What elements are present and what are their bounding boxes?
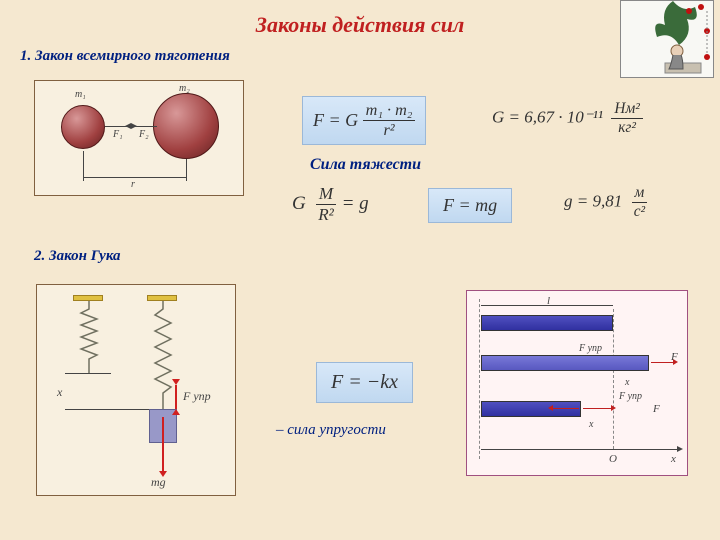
arrow-f-compress-out: [583, 408, 611, 409]
label-f-1: F: [671, 351, 678, 363]
distance-r-line: [83, 177, 187, 178]
ref-dashed: [613, 309, 614, 449]
distance-tick-left: [83, 151, 84, 181]
g-val-lhs: g = 9,81: [564, 191, 622, 210]
x-ref-bottom: [65, 409, 149, 410]
label-x-stretch: x: [625, 377, 629, 388]
sub-heading-gravity: Сила тяжести: [310, 156, 421, 174]
spring-1: [79, 301, 99, 373]
label-m2: m₂: [179, 83, 190, 94]
force-f2-arrow: [131, 126, 157, 127]
page-title: Законы действия сил: [0, 0, 720, 38]
sphere-m1: [61, 105, 105, 149]
g-const-num: Нм²: [611, 100, 642, 119]
formula-g-definition: G M R² = g: [292, 184, 369, 225]
formula-g-constant: G = 6,67 · 10⁻¹¹ Нм² кг²: [492, 100, 643, 137]
label-x-compress: x: [589, 419, 593, 430]
formula-grav-lhs: F = G: [313, 110, 358, 131]
arrow-mg: [162, 417, 164, 471]
label-origin: O: [609, 453, 617, 465]
gravitation-diagram: m₁ m₂ F₁ F₂ r: [34, 80, 244, 196]
label-m1: m₁: [75, 89, 86, 100]
section-2-heading: 2. Закон Гука: [34, 248, 121, 265]
section-1-heading: 1. Закон всемирного тяготения: [20, 48, 230, 65]
formula-f-mg: F = mg: [428, 188, 512, 223]
formula-hooke: F = −kx: [316, 362, 413, 403]
g-const-den: кг²: [615, 119, 639, 137]
formula-grav-num: m₁ · m₂: [363, 101, 416, 121]
x-ref-top: [65, 373, 111, 374]
formula-g-value: g = 9,81 м с²: [564, 184, 648, 221]
g-def-rhs: = g: [342, 193, 369, 214]
caption-elasticity: – сила упругости: [276, 422, 386, 439]
g-const-lhs: G = 6,67 · 10⁻¹¹: [492, 107, 603, 126]
wall-line: [479, 299, 480, 459]
l-extent-line: [481, 305, 613, 306]
g-val-den: с²: [631, 203, 648, 221]
bar-stretched: [481, 355, 649, 371]
bar-original: [481, 315, 613, 331]
label-f-2: F: [653, 403, 660, 415]
g-def-den: R²: [315, 205, 337, 225]
label-f2: F₂: [139, 129, 149, 140]
label-f1: F₁: [113, 129, 123, 140]
hooke-text: F = −kx: [331, 371, 398, 394]
elongation-diagram: l F упр F x F упр F x O x: [466, 290, 688, 476]
label-fupr-1: F упр: [579, 343, 602, 354]
distance-tick-right: [186, 159, 187, 181]
spring-2: [153, 301, 173, 409]
x-axis: [481, 449, 677, 450]
formula-gravitation: F = G m₁ · m₂ r²: [302, 96, 426, 145]
f-mg-text: F = mg: [443, 195, 497, 216]
g-def-lhs: G: [292, 193, 306, 214]
label-fupr-2: F упр: [619, 391, 642, 402]
bar-compressed: [481, 401, 581, 417]
arrow-f-compress-in: [553, 408, 579, 409]
formula-grav-den: r²: [380, 121, 397, 140]
arrow-f-upr: [175, 385, 177, 409]
g-val-num: м: [632, 184, 648, 203]
g-def-num: M: [316, 184, 336, 205]
label-f-upr: F упр: [183, 389, 211, 404]
sphere-m2: [153, 93, 219, 159]
label-mg: mg: [151, 475, 166, 490]
label-x: x: [57, 385, 62, 400]
newton-illustration: [620, 0, 714, 78]
arrow-f-stretch: [651, 362, 673, 363]
spring-diagram: x F упр mg: [36, 284, 236, 496]
label-r: r: [131, 179, 135, 190]
label-axis-x: x: [671, 453, 676, 465]
